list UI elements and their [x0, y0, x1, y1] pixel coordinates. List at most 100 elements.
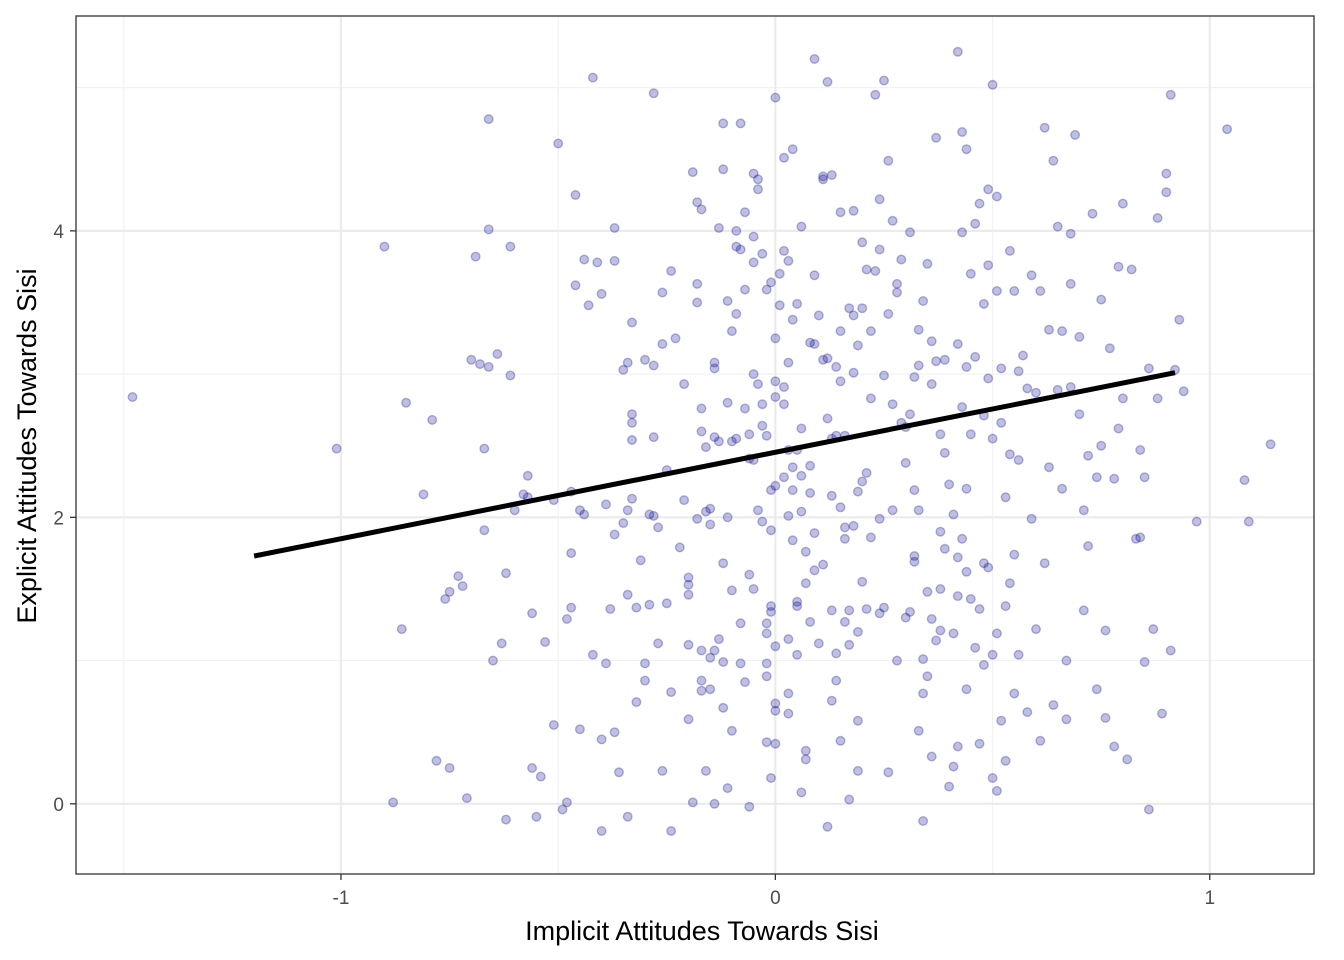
data-point	[1096, 294, 1107, 305]
data-point	[913, 324, 924, 335]
data-point	[388, 797, 399, 808]
data-point	[879, 602, 890, 613]
data-point	[805, 337, 816, 348]
data-point	[944, 479, 955, 490]
data-point	[983, 373, 994, 384]
data-point	[805, 616, 816, 627]
data-point	[1009, 688, 1020, 699]
data-point	[965, 594, 976, 605]
data-point	[683, 639, 694, 650]
data-point	[1135, 532, 1146, 543]
data-point	[709, 645, 720, 656]
data-point	[931, 356, 942, 367]
data-point	[913, 725, 924, 736]
data-point	[970, 642, 981, 653]
data-point	[922, 586, 933, 597]
data-point	[952, 552, 963, 563]
data-point	[787, 314, 798, 325]
data-point	[1078, 605, 1089, 616]
data-point	[935, 526, 946, 537]
data-point	[587, 649, 598, 660]
data-point	[1026, 270, 1037, 281]
x-axis-title: Implicit Attitudes Towards Sisi	[525, 916, 879, 946]
data-point	[527, 763, 538, 774]
data-point	[705, 503, 716, 514]
data-point	[970, 218, 981, 229]
data-point	[987, 79, 998, 90]
data-point	[609, 727, 620, 738]
data-point	[779, 382, 790, 393]
data-point	[718, 164, 729, 175]
data-point	[753, 184, 764, 195]
data-point	[644, 509, 655, 520]
data-point	[748, 369, 759, 380]
data-point	[905, 606, 916, 617]
data-point	[709, 363, 720, 374]
data-point	[935, 625, 946, 636]
data-point	[757, 420, 768, 431]
data-point	[700, 765, 711, 776]
data-point	[561, 797, 572, 808]
data-point	[1030, 624, 1041, 635]
data-point	[792, 298, 803, 309]
data-point	[1113, 261, 1124, 272]
data-point	[457, 581, 468, 592]
data-point	[892, 287, 903, 298]
data-point	[852, 715, 863, 726]
data-point	[883, 155, 894, 166]
data-point	[1104, 343, 1115, 354]
data-point	[766, 773, 777, 784]
data-point	[1035, 286, 1046, 297]
data-point	[379, 241, 390, 252]
data-point	[983, 260, 994, 271]
data-point	[475, 359, 486, 370]
data-point	[1109, 741, 1120, 752]
data-point	[770, 738, 781, 749]
data-point	[1000, 601, 1011, 612]
data-point	[735, 118, 746, 129]
data-point	[770, 698, 781, 709]
data-point	[996, 417, 1007, 428]
data-point	[401, 397, 412, 408]
major-gridlines	[76, 16, 1314, 874]
data-point	[1165, 645, 1176, 656]
data-point	[713, 634, 724, 645]
data-point	[653, 522, 664, 533]
y-axis-ticks: 0 2 4	[53, 222, 76, 816]
data-point	[1070, 129, 1081, 140]
data-point	[627, 317, 638, 328]
data-point	[861, 467, 872, 478]
data-point	[461, 793, 472, 804]
data-point	[740, 207, 751, 218]
data-point	[731, 241, 742, 252]
data-point	[1035, 735, 1046, 746]
data-point	[818, 174, 829, 185]
data-point	[579, 254, 590, 265]
panel-border	[75, 15, 1315, 875]
data-point	[761, 737, 772, 748]
data-point	[822, 821, 833, 832]
data-point	[1065, 278, 1076, 289]
data-point	[696, 645, 707, 656]
data-point	[800, 546, 811, 557]
data-point	[127, 392, 138, 403]
data-point	[726, 585, 737, 596]
data-point	[648, 510, 659, 521]
data-point	[483, 114, 494, 125]
data-point	[1000, 755, 1011, 766]
data-point	[1018, 350, 1029, 361]
data-point	[479, 443, 490, 454]
data-point	[848, 205, 859, 216]
data-point	[1265, 439, 1276, 450]
data-point	[574, 724, 585, 735]
data-point	[991, 286, 1002, 297]
data-point	[757, 248, 768, 259]
data-point	[770, 705, 781, 716]
data-point	[1061, 655, 1072, 666]
data-point	[488, 655, 499, 666]
data-point	[770, 641, 781, 652]
data-point	[813, 310, 824, 321]
data-point	[718, 657, 729, 668]
data-point	[696, 685, 707, 696]
data-point	[970, 351, 981, 362]
